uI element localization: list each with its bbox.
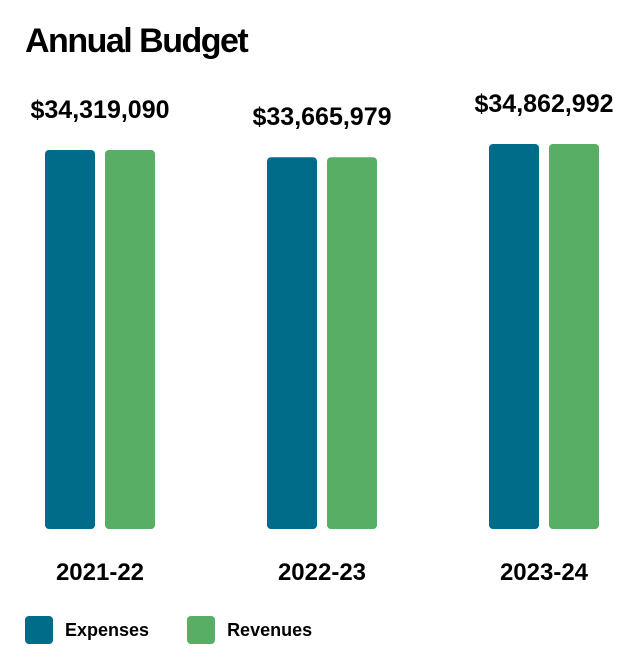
data-label: $34,862,992 xyxy=(474,90,613,118)
legend: Expenses Revenues xyxy=(25,616,350,644)
bar-revenues-2022-23 xyxy=(327,157,377,530)
bar-chart: $34,319,090 2021-22 $33,665,979 2022-23 $34,… xyxy=(30,90,613,586)
bar-revenues-2023-24 xyxy=(549,144,599,529)
bar-expenses-2021-22 xyxy=(45,150,95,529)
bar-expenses-2023-24 xyxy=(489,144,539,529)
chart-title: Annual Budget xyxy=(25,22,249,60)
legend-label: Revenues xyxy=(227,619,313,640)
legend-label: Expenses xyxy=(65,619,150,640)
category-label: 2023-24 xyxy=(500,559,589,586)
bar-expenses-2022-23 xyxy=(267,157,317,530)
legend-item-revenues: Revenues xyxy=(187,616,312,644)
data-label: $33,665,979 xyxy=(252,103,391,131)
category-label: 2021-22 xyxy=(56,559,144,586)
legend-item-expenses: Expenses xyxy=(25,616,149,644)
bar-revenues-2021-22 xyxy=(105,150,155,529)
legend-swatch-expenses xyxy=(25,616,53,644)
data-label: $34,319,090 xyxy=(30,96,169,124)
category-label: 2022-23 xyxy=(278,559,366,586)
legend-swatch-revenues xyxy=(187,616,216,644)
